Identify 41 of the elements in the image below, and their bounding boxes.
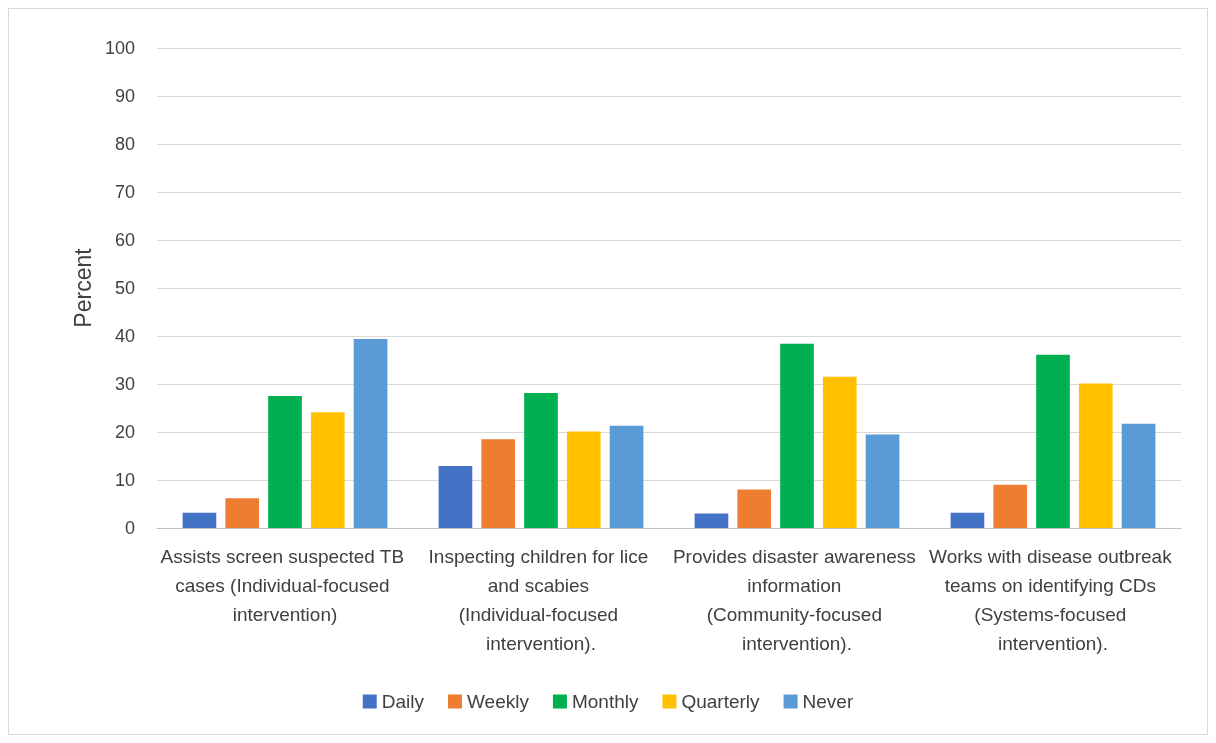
x-tick-label: Works with disease outbreak teams on identifying CDs (Systems-focused intervention). <box>929 546 1177 654</box>
bar <box>993 484 1028 528</box>
bar <box>865 434 900 528</box>
y-tick-label: 90 <box>114 86 135 106</box>
legend-label: Weekly <box>466 691 530 712</box>
legend-label: Quarterly <box>681 691 761 712</box>
y-tick-label: 20 <box>114 422 135 442</box>
y-tick-label: 40 <box>114 326 135 346</box>
bar <box>353 338 388 528</box>
bar <box>1036 354 1070 528</box>
bar <box>780 343 814 528</box>
legend-label: Monthly <box>571 691 639 712</box>
bar <box>182 512 217 528</box>
x-tick-label: Assists screen suspected TB cases (Individual-focused intervention) <box>160 546 410 625</box>
legend-label: Daily <box>381 691 425 712</box>
bar <box>737 489 772 528</box>
bar <box>225 498 260 528</box>
bar <box>268 396 302 528</box>
bar <box>950 512 985 528</box>
legend-label: Never <box>802 691 854 712</box>
bar <box>438 466 473 528</box>
y-tick-label: 0 <box>124 518 135 538</box>
bar <box>310 412 345 528</box>
x-tick-label: Provides disaster awareness information (Community-focused intervention). <box>672 546 922 654</box>
y-tick-label: 30 <box>114 374 135 394</box>
bar <box>1078 383 1113 528</box>
y-tick-label: 80 <box>114 134 135 154</box>
y-tick-label: 50 <box>114 278 135 298</box>
bar <box>524 393 558 528</box>
y-tick-label: 10 <box>114 470 135 490</box>
y-tick-label: 100 <box>104 38 135 58</box>
bar <box>566 431 601 528</box>
bar <box>822 376 857 528</box>
bar <box>609 425 644 528</box>
bar <box>694 513 729 528</box>
bar <box>481 439 516 528</box>
x-tick-label: Inspecting children for lice and scabies (Individual-focused intervention). <box>428 546 654 654</box>
bar <box>1121 423 1156 528</box>
y-tick-label: 60 <box>114 230 135 250</box>
y-axis-title: Percent <box>69 247 96 328</box>
y-tick-label: 70 <box>114 182 135 202</box>
